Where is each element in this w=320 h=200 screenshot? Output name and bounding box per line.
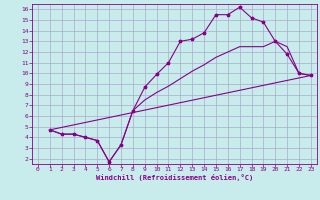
- X-axis label: Windchill (Refroidissement éolien,°C): Windchill (Refroidissement éolien,°C): [96, 174, 253, 181]
